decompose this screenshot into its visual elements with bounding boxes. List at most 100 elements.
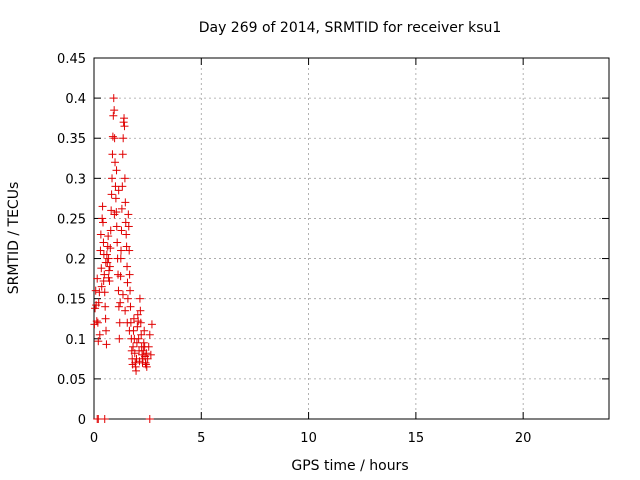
data-point (134, 334, 143, 343)
data-point (133, 322, 142, 331)
data-point (120, 114, 129, 123)
data-point (143, 354, 152, 363)
data-point (108, 174, 117, 183)
data-point (114, 186, 123, 195)
data-point (104, 254, 113, 263)
data-point (111, 158, 120, 167)
y-tick-label: 0.35 (57, 132, 86, 147)
data-point (121, 198, 130, 207)
data-point (144, 342, 153, 351)
chart-title: Day 269 of 2014, SRMTID for receiver ksu… (199, 20, 502, 36)
data-point (93, 318, 102, 327)
data-point (115, 334, 124, 343)
y-axis-label: SRMTID / TECUs (6, 182, 22, 295)
x-tick-label: 0 (90, 431, 98, 446)
data-point (104, 232, 113, 241)
data-point (101, 302, 110, 311)
data-point (101, 258, 110, 267)
data-point (129, 342, 138, 351)
data-point (106, 244, 115, 253)
data-point (139, 338, 148, 347)
data-point (101, 314, 110, 323)
data-point (121, 218, 130, 227)
data-point (122, 230, 131, 239)
data-point (146, 350, 155, 359)
data-point (107, 190, 116, 199)
data-point (116, 272, 125, 281)
data-point (117, 226, 126, 235)
data-point (118, 290, 127, 299)
data-point (108, 150, 117, 159)
data-point (99, 218, 108, 227)
grid-layer (94, 58, 609, 419)
x-tick-label: 10 (300, 431, 317, 446)
data-point (94, 337, 103, 346)
data-point (147, 320, 156, 329)
x-axis-label: GPS time / hours (291, 458, 408, 474)
y-tick-label: 0.25 (57, 212, 86, 227)
data-point (118, 182, 127, 191)
data-point (107, 206, 116, 215)
data-point (110, 134, 119, 143)
x-tick-label: 15 (408, 431, 425, 446)
data-point (94, 298, 103, 307)
data-point (104, 273, 113, 282)
data-point (124, 210, 133, 219)
data-point (97, 264, 106, 273)
data-point (93, 274, 102, 283)
data-point (129, 314, 138, 323)
data-point (140, 326, 149, 335)
data-point (105, 262, 114, 271)
data-point (130, 349, 139, 358)
data-point (110, 210, 119, 219)
data-point (136, 306, 145, 315)
data-point (122, 242, 131, 251)
data-point (92, 317, 101, 326)
data-point (116, 254, 125, 263)
data-point (145, 415, 154, 423)
data-point (126, 286, 135, 295)
data-point (98, 202, 107, 211)
data-point (96, 230, 105, 239)
data-point (114, 286, 123, 295)
y-tick-label: 0.1 (65, 333, 86, 348)
data-point (102, 250, 111, 259)
data-point (102, 340, 111, 349)
data-point (123, 278, 132, 287)
tick-layer: 0 0.05 0.1 0.15 0.2 0.25 0.3 0.35 0.4 0.45 0 5 10 15 2… (57, 52, 609, 446)
data-points (90, 94, 156, 423)
y-tick-label: 0.45 (57, 52, 86, 67)
data-point (132, 366, 141, 375)
data-point (125, 246, 134, 255)
data-point (132, 338, 141, 347)
y-tick-label: 0.2 (65, 253, 86, 268)
data-point (126, 302, 135, 311)
data-point (108, 132, 117, 141)
data-point (99, 238, 108, 247)
data-point (142, 349, 151, 358)
data-point (98, 214, 107, 223)
data-point (123, 318, 132, 327)
data-point (117, 246, 126, 255)
data-point (109, 111, 118, 120)
data-point (111, 194, 120, 203)
data-point (110, 106, 119, 115)
x-tick-label: 20 (515, 431, 532, 446)
data-point (119, 134, 128, 143)
data-point (106, 226, 115, 235)
data-point (142, 362, 151, 371)
data-point (145, 330, 154, 339)
data-point (123, 262, 132, 271)
x-tick-label: 5 (197, 431, 205, 446)
data-point (120, 174, 129, 183)
data-point (137, 330, 146, 339)
y-tick-label: 0.4 (65, 92, 86, 107)
data-point (125, 270, 134, 279)
y-tick-label: 0 (78, 413, 86, 428)
data-point (100, 270, 109, 279)
data-point (135, 294, 144, 303)
data-point (100, 415, 109, 423)
data-point (96, 246, 105, 255)
data-point (105, 266, 114, 275)
